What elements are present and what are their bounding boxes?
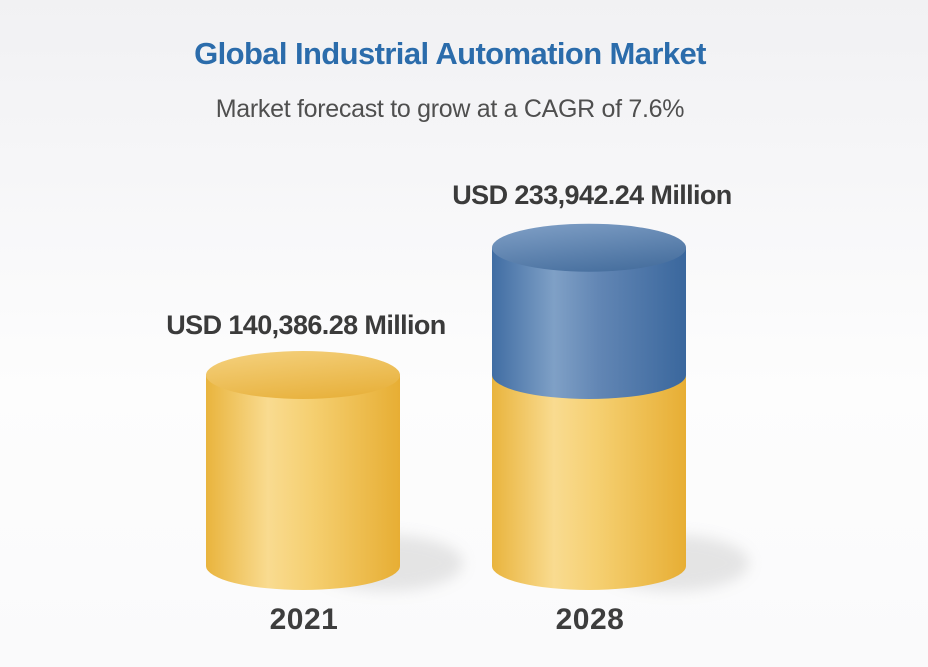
chart-title: Global Industrial Automation Market xyxy=(194,36,706,71)
value-label-2028: USD 233,942.24 Million xyxy=(452,180,732,210)
cylinder-2021 xyxy=(206,351,463,591)
chart-subtitle: Market forecast to grow at a CAGR of 7.6… xyxy=(215,95,685,123)
cylinder-segment-gold xyxy=(206,375,400,590)
category-label-2028: 2028 xyxy=(555,603,625,636)
cylinder-segment-gold xyxy=(492,375,686,590)
cylinder-2028 xyxy=(492,223,749,591)
cylinder-top xyxy=(492,223,686,272)
cylinder-top xyxy=(206,351,400,399)
cylinder-segment-blue xyxy=(492,247,686,399)
category-label-2021: 2021 xyxy=(269,603,339,636)
value-label-2021: USD 140,386.28 Million xyxy=(166,310,446,340)
